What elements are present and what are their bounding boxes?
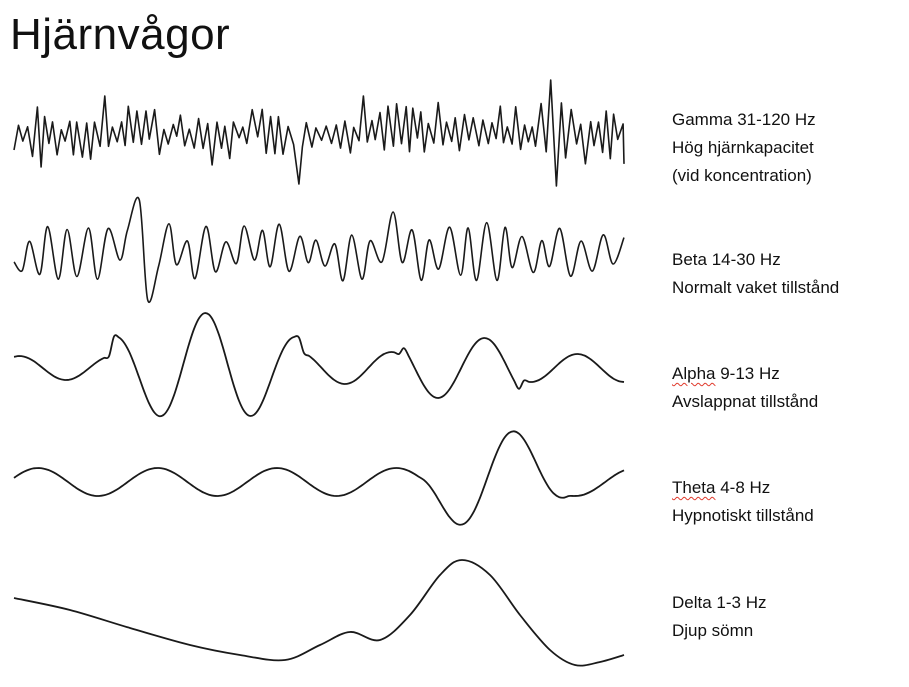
delta-name: Delta (672, 593, 712, 612)
gamma-name: Gamma (672, 110, 733, 129)
page-title: Hjärnvågor (10, 10, 231, 59)
delta-wave (13, 559, 625, 667)
gamma-description-2: (vid koncentration) (672, 166, 812, 185)
alpha-name: Alpha (672, 364, 716, 383)
beta-name: Beta (672, 250, 707, 269)
beta-range: 14-30 Hz (711, 250, 781, 269)
theta-description-1: Hypnotiskt tillstånd (672, 506, 814, 525)
gamma-description-1: Hög hjärnkapacitet (672, 138, 814, 157)
alpha-description-1: Avslappnat tillstånd (672, 392, 819, 411)
theta-name: Theta (672, 478, 716, 497)
gamma-range: 31-120 Hz (737, 110, 816, 129)
alpha-wave (13, 312, 625, 418)
delta-description-1: Djup sömn (672, 621, 754, 640)
gamma-wave (13, 79, 625, 187)
alpha-range: 9-13 Hz (720, 364, 780, 383)
beta-wave (13, 196, 625, 304)
beta-label: Beta 14-30 Hz Normalt vaket tillstånd (672, 246, 839, 302)
alpha-label: Alpha 9-13 Hz Avslappnat tillstånd (672, 360, 818, 416)
delta-label: Delta 1-3 Hz Djup sömn (672, 589, 767, 645)
theta-wave (13, 430, 625, 526)
theta-label: Theta 4-8 Hz Hypnotiskt tillstånd (672, 474, 814, 530)
beta-description-1: Normalt vaket tillstånd (672, 278, 840, 297)
delta-range: 1-3 Hz (716, 593, 767, 612)
gamma-label: Gamma 31-120 Hz Hög hjärnkapacitet (vid … (672, 106, 816, 190)
theta-range: 4-8 Hz (720, 478, 771, 497)
